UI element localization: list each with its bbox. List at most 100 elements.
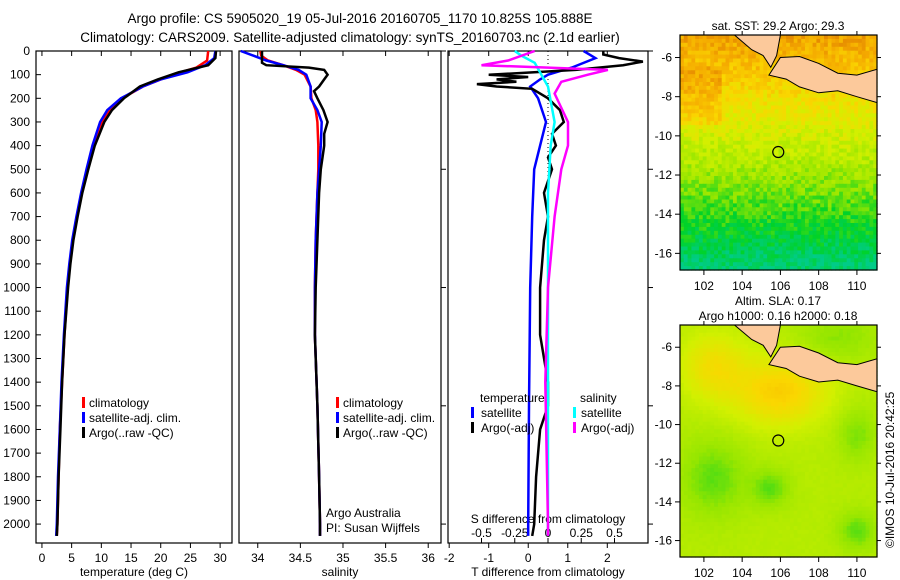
sla-cell bbox=[755, 429, 761, 434]
sst-cell bbox=[725, 85, 730, 91]
sla-cell bbox=[683, 340, 689, 345]
sla-cell bbox=[865, 336, 870, 342]
sst-cell bbox=[710, 176, 715, 181]
sst-cell bbox=[763, 191, 768, 197]
sla-cell bbox=[858, 325, 863, 330]
sst-cell bbox=[691, 89, 696, 95]
sla-cell bbox=[782, 371, 787, 376]
sla-cell bbox=[839, 437, 844, 442]
sla-cell bbox=[698, 421, 704, 427]
sla-cell bbox=[839, 352, 844, 357]
sla-cell bbox=[744, 383, 749, 388]
sst-cell bbox=[805, 219, 810, 224]
sst-cell bbox=[801, 179, 806, 185]
sst-cell bbox=[710, 215, 715, 220]
sla-cell bbox=[740, 379, 745, 384]
sst-cell bbox=[808, 121, 814, 126]
sst-cell bbox=[835, 46, 840, 52]
sla-cell bbox=[706, 332, 711, 338]
sst-cell bbox=[801, 168, 806, 173]
sst-cell bbox=[687, 82, 692, 87]
sst-cell bbox=[687, 199, 692, 204]
sst-cell bbox=[752, 211, 757, 216]
sst-cell bbox=[748, 223, 753, 228]
sst-cell bbox=[816, 109, 821, 114]
sla-cell bbox=[691, 429, 696, 434]
sla-cell bbox=[733, 359, 738, 365]
sla-cell bbox=[835, 433, 840, 438]
sst-cell bbox=[763, 125, 768, 130]
sst-cell bbox=[824, 109, 829, 114]
sst-cell bbox=[786, 125, 791, 130]
sst-cell bbox=[797, 258, 802, 263]
sst-cell bbox=[812, 46, 817, 52]
sla-cell bbox=[827, 417, 833, 423]
sst-cell bbox=[778, 121, 783, 126]
sst-cell bbox=[797, 156, 802, 161]
sst-cell bbox=[789, 207, 795, 212]
sst-cell bbox=[729, 97, 734, 103]
sst-cell bbox=[827, 226, 833, 232]
sst-cell bbox=[714, 156, 719, 161]
sst-cell bbox=[778, 179, 783, 185]
sst-cell bbox=[680, 191, 685, 197]
sst-cell bbox=[850, 187, 855, 193]
sst-cell bbox=[801, 207, 806, 212]
sst-cell bbox=[873, 230, 878, 236]
sst-cell bbox=[698, 93, 704, 99]
sst-cell bbox=[725, 238, 730, 244]
sla-cell bbox=[846, 359, 852, 365]
sst-cell bbox=[729, 183, 734, 189]
sst-cell bbox=[824, 54, 829, 60]
sst-cell bbox=[748, 54, 753, 60]
sst-cell bbox=[683, 85, 689, 91]
sst-cell bbox=[812, 195, 817, 201]
sla-cell bbox=[683, 410, 689, 415]
sla-cell bbox=[748, 348, 753, 353]
sst-cell bbox=[763, 258, 768, 263]
sst-cell bbox=[858, 258, 863, 263]
sst-cell bbox=[824, 219, 829, 224]
sst-cell bbox=[698, 215, 704, 220]
sla-cell bbox=[835, 340, 840, 345]
sla-cell bbox=[831, 352, 836, 357]
sst-cell bbox=[770, 156, 776, 161]
title-line-2: Climatology: CARS2009. Satellite-adjuste… bbox=[80, 30, 620, 45]
sst-cell bbox=[721, 156, 727, 161]
sst-cell bbox=[873, 117, 878, 122]
x-tick-label: 1 bbox=[564, 551, 571, 565]
sla-cell bbox=[865, 352, 870, 357]
sst-cell bbox=[824, 125, 829, 130]
sla-cell bbox=[698, 379, 704, 384]
sst-cell bbox=[774, 191, 780, 197]
sla-cell bbox=[778, 340, 783, 345]
sst-cell bbox=[706, 125, 711, 130]
sst-cell bbox=[789, 187, 795, 193]
sst-cell bbox=[869, 168, 874, 173]
sst-cell bbox=[805, 140, 810, 146]
sst-cell bbox=[805, 191, 810, 197]
sst-cell bbox=[733, 117, 738, 122]
sst-cell bbox=[698, 168, 704, 173]
sst-cell bbox=[774, 234, 780, 240]
sst-cell bbox=[801, 156, 806, 161]
sst-cell bbox=[748, 117, 753, 122]
sst-cell bbox=[789, 125, 795, 130]
sst-cell bbox=[842, 105, 848, 110]
sst-cell bbox=[755, 223, 761, 228]
sst-cell bbox=[869, 144, 874, 150]
sla-cell bbox=[698, 437, 704, 442]
sst-cell bbox=[717, 85, 723, 91]
title-line-1: Argo profile: CS 5905020_19 05-Jul-2016 … bbox=[127, 11, 592, 26]
sst-cell bbox=[861, 117, 867, 122]
sst-cell bbox=[683, 238, 689, 244]
sla-cell bbox=[767, 410, 772, 415]
sla-cell bbox=[873, 425, 878, 430]
sst-cell bbox=[774, 262, 780, 267]
sst-cell bbox=[717, 176, 723, 181]
sla-cell bbox=[725, 441, 730, 446]
sla-cell bbox=[748, 371, 753, 376]
sst-cell bbox=[808, 140, 814, 146]
sst-cell bbox=[842, 97, 848, 103]
sst-cell bbox=[778, 35, 783, 40]
